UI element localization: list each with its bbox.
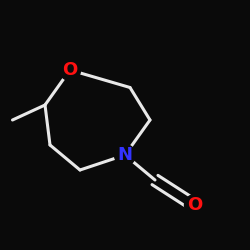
- Circle shape: [114, 144, 136, 166]
- Circle shape: [60, 60, 80, 80]
- Circle shape: [184, 194, 206, 216]
- Text: O: O: [62, 61, 78, 79]
- Text: N: N: [118, 146, 132, 164]
- Text: O: O: [188, 196, 202, 214]
